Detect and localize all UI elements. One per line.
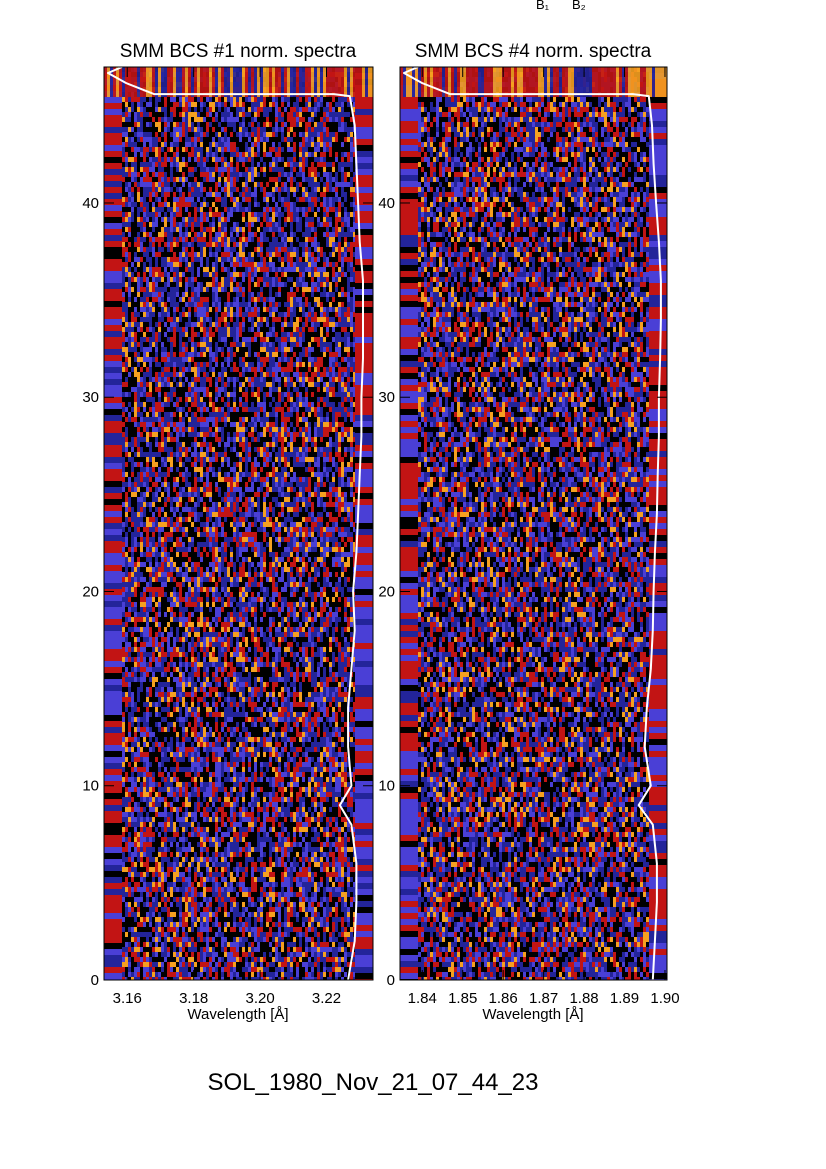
profile-curve-group-bcs1 — [107, 67, 364, 980]
x-tick-label: 3.20 — [245, 990, 274, 1007]
x-tick-label: 1.89 — [610, 990, 639, 1007]
x-tick-label: 1.86 — [489, 990, 518, 1007]
y-tick-label: 40 — [82, 195, 99, 212]
plot-frame-bcs1 — [103, 66, 374, 981]
profile-curve-group-bcs4 — [403, 67, 662, 980]
y-tick-label: 0 — [387, 972, 395, 989]
x-tick-label: 1.88 — [569, 990, 598, 1007]
x-tick-label: 1.90 — [650, 990, 679, 1007]
x-axis-label-bcs1: Wavelength [Å] — [187, 1006, 288, 1023]
panel-bcs1: SMM BCS #1 norm. spectra 3.16 3.18 3.20 3.2… — [82, 41, 374, 1023]
y-tick-label: 40 — [378, 195, 395, 212]
plot-frame-bcs4 — [399, 66, 668, 981]
figure-title: SOL_1980_Nov_21_07_44_23 — [208, 1069, 539, 1096]
x-tick-label: 3.22 — [312, 990, 341, 1007]
y-tick-label: 20 — [378, 583, 395, 600]
x-axis-bcs4: 1.84 1.85 1.86 1.87 1.88 1.89 1.90 — [408, 67, 680, 1007]
y-tick-label: 30 — [82, 389, 99, 406]
y-tick-label: 10 — [378, 778, 395, 795]
panel-title-bcs1: SMM BCS #1 norm. spectra — [120, 41, 357, 62]
heatmap-bcs1 — [104, 67, 373, 980]
panel-title-bcs4: SMM BCS #4 norm. spectra — [415, 41, 652, 62]
x-tick-label: 3.18 — [179, 990, 208, 1007]
y-tick-label: 0 — [91, 972, 99, 989]
panel-bcs4: SMM BCS #4 norm. spectra 1.84 1.85 1.86 1.8… — [378, 41, 679, 1023]
profile-curve — [107, 67, 364, 980]
x-tick-label: 1.87 — [529, 990, 558, 1007]
y-tick-label: 20 — [82, 583, 99, 600]
heatmap-bcs4 — [400, 67, 667, 980]
corner-label-b2: B₂ — [572, 0, 586, 12]
y-axis-bcs1: 0 10 20 30 40 — [82, 195, 373, 989]
x-tick-label: 3.16 — [113, 990, 142, 1007]
y-tick-label: 30 — [378, 389, 395, 406]
x-axis-bcs1: 3.16 3.18 3.20 3.22 — [113, 67, 341, 1007]
x-tick-label: 1.85 — [448, 990, 477, 1007]
y-axis-bcs4: 0 10 20 30 40 — [378, 195, 667, 989]
profile-curve — [403, 67, 662, 980]
x-axis-label-bcs4: Wavelength [Å] — [482, 1006, 583, 1023]
corner-label-b1: B₁ — [536, 0, 550, 12]
y-tick-label: 10 — [82, 778, 99, 795]
x-tick-label: 1.84 — [408, 990, 437, 1007]
